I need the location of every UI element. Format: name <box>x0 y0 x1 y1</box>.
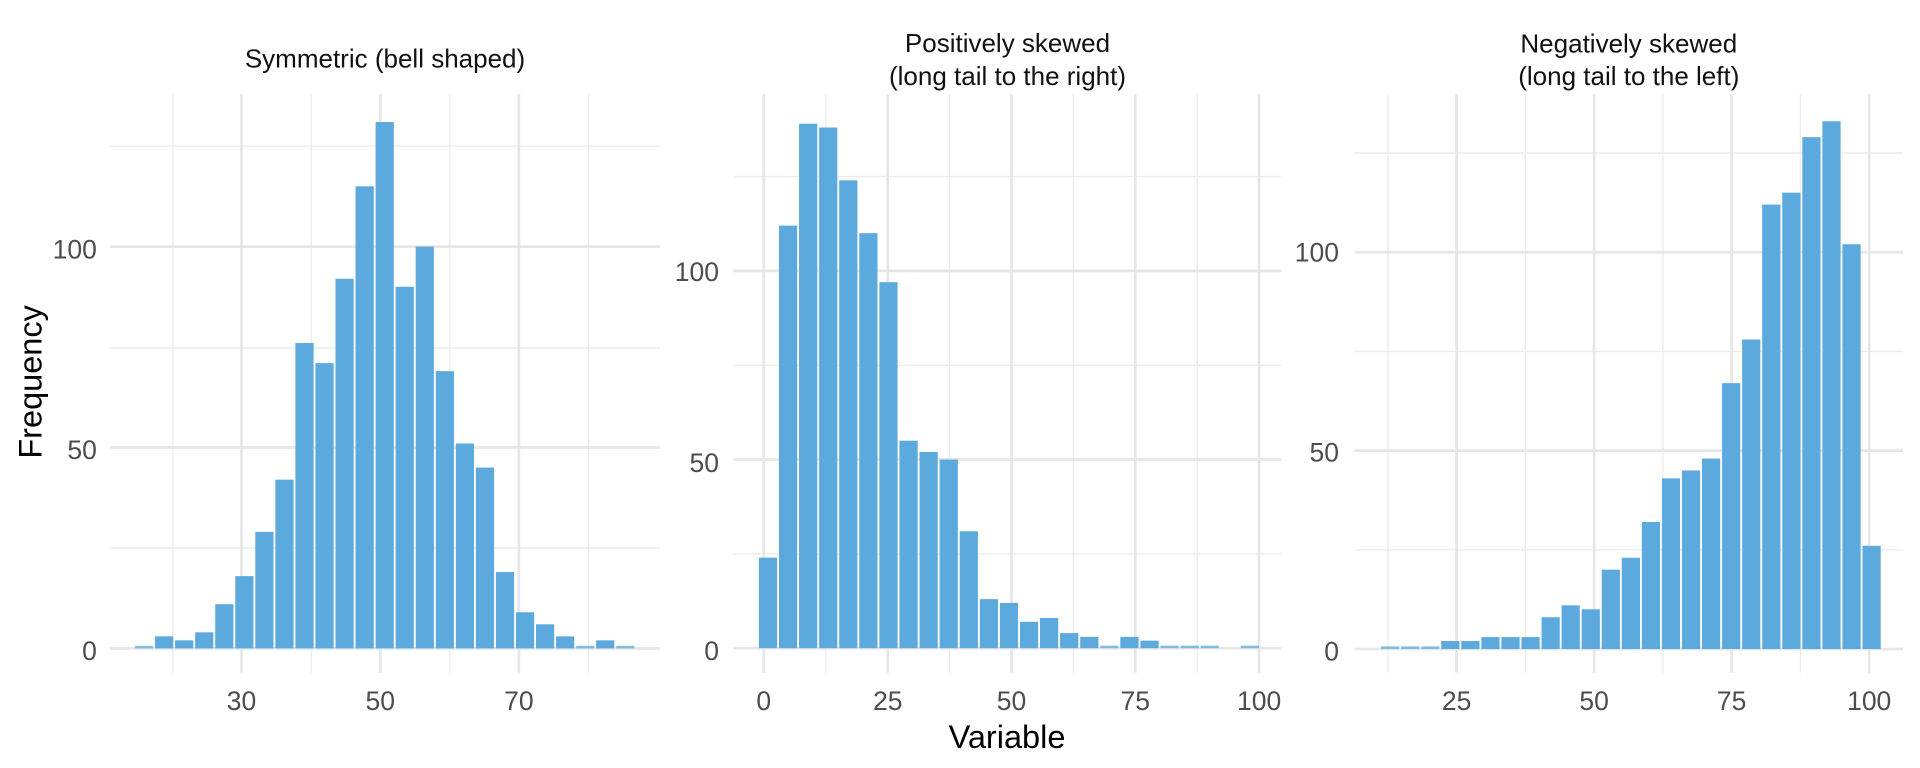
svg-text:100: 100 <box>1237 686 1281 716</box>
svg-text:50: 50 <box>997 686 1026 716</box>
svg-text:Positively skewed: Positively skewed <box>905 28 1110 58</box>
svg-text:Variable: Variable <box>949 719 1066 755</box>
svg-text:0: 0 <box>704 636 719 666</box>
svg-text:75: 75 <box>1121 686 1150 716</box>
svg-text:50: 50 <box>1579 686 1608 716</box>
svg-text:Frequency: Frequency <box>12 304 48 458</box>
svg-text:0: 0 <box>756 686 771 716</box>
svg-text:Negatively skewed: Negatively skewed <box>1520 28 1737 58</box>
svg-text:(long tail to the left): (long tail to the left) <box>1518 61 1739 91</box>
svg-text:25: 25 <box>1442 686 1471 716</box>
svg-text:75: 75 <box>1717 686 1746 716</box>
svg-text:50: 50 <box>67 435 96 465</box>
svg-text:25: 25 <box>873 686 902 716</box>
svg-text:50: 50 <box>1310 437 1339 467</box>
svg-text:100: 100 <box>1295 238 1339 268</box>
svg-text:70: 70 <box>504 686 533 716</box>
svg-text:50: 50 <box>366 686 395 716</box>
svg-text:0: 0 <box>1324 636 1339 666</box>
svg-text:0: 0 <box>82 636 97 666</box>
svg-text:(long tail to the right): (long tail to the right) <box>889 61 1126 91</box>
svg-text:100: 100 <box>675 257 719 287</box>
svg-text:50: 50 <box>690 448 719 478</box>
svg-text:30: 30 <box>227 686 256 716</box>
svg-text:100: 100 <box>53 235 97 265</box>
svg-text:Symmetric (bell shaped): Symmetric (bell shaped) <box>245 43 525 73</box>
svg-text:100: 100 <box>1847 686 1891 716</box>
